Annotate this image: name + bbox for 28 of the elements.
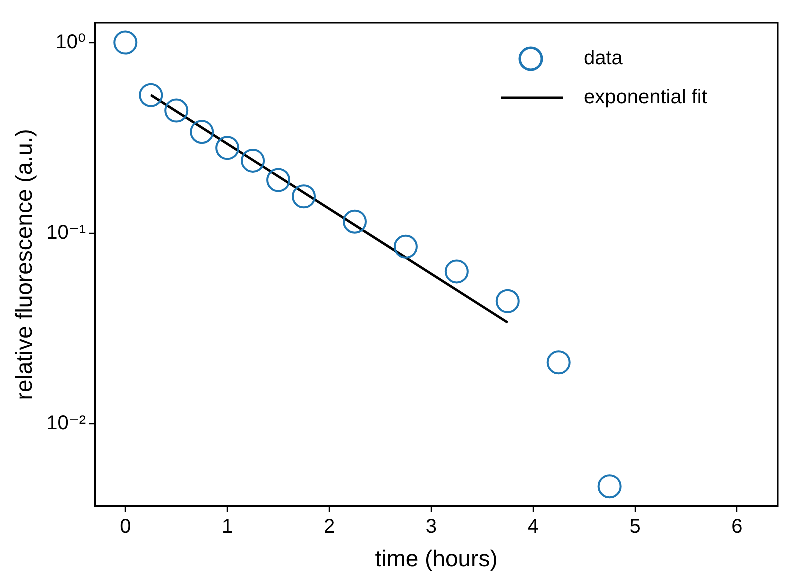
- x-tick-label: 5: [630, 516, 641, 538]
- y-tick-label: 10⁻²: [46, 412, 86, 435]
- point: [190, 120, 214, 144]
- x-tick-label: 3: [426, 516, 437, 538]
- point: [216, 136, 240, 160]
- legend-label: data: [584, 48, 624, 70]
- point: [139, 83, 164, 108]
- point: [292, 184, 316, 209]
- point: [444, 260, 469, 284]
- y-axis-title: relative fluorescence (a.u.): [11, 129, 38, 400]
- y-tick-label: 10⁰: [56, 31, 86, 54]
- x-tick-label: 6: [732, 516, 743, 538]
- point: [114, 30, 138, 55]
- x-tick-label: 2: [324, 516, 336, 538]
- point: [496, 289, 520, 314]
- x-axis-title: time (hours): [375, 546, 498, 572]
- point: [598, 474, 622, 499]
- point: [394, 234, 418, 259]
- x-tick-label: 1: [222, 516, 234, 538]
- x-tick-label: 0: [120, 516, 132, 538]
- point: [266, 168, 291, 192]
- point: [342, 210, 367, 234]
- point: [164, 98, 189, 123]
- y-tick-label: 10⁻¹: [46, 222, 86, 244]
- x-tick-label: 4: [528, 516, 539, 538]
- point: [241, 148, 266, 173]
- legend-label: exponential fit: [584, 86, 708, 109]
- point: [546, 350, 571, 375]
